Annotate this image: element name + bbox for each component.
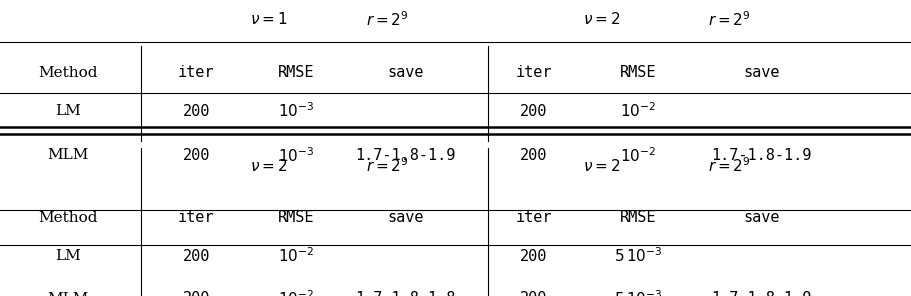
Text: $5\,10^{-3}$: $5\,10^{-3}$ [613, 247, 662, 266]
Text: 1.7-1.8-1.9: 1.7-1.8-1.9 [711, 148, 811, 163]
Text: $10^{-2}$: $10^{-2}$ [278, 289, 314, 296]
Text: $10^{-3}$: $10^{-3}$ [278, 102, 314, 120]
Text: save: save [742, 65, 779, 80]
Text: iter: iter [178, 210, 214, 225]
Text: $\nu = 2$: $\nu = 2$ [583, 158, 619, 174]
Text: MLM: MLM [47, 292, 89, 296]
Text: RMSE: RMSE [278, 210, 314, 225]
Text: LM: LM [56, 249, 81, 263]
Text: 200: 200 [182, 292, 210, 296]
Text: iter: iter [515, 65, 551, 80]
Text: Method: Method [38, 65, 98, 80]
Text: iter: iter [515, 210, 551, 225]
Text: RMSE: RMSE [619, 65, 656, 80]
Text: $\nu = 2$: $\nu = 2$ [583, 11, 619, 27]
Text: $10^{-3}$: $10^{-3}$ [278, 146, 314, 165]
Text: 200: 200 [519, 292, 547, 296]
Text: 200: 200 [182, 249, 210, 263]
Text: 200: 200 [519, 148, 547, 163]
Text: $\nu = 1$: $\nu = 1$ [250, 11, 288, 27]
Text: save: save [742, 210, 779, 225]
Text: 200: 200 [519, 249, 547, 263]
Text: $5\,10^{-3}$: $5\,10^{-3}$ [613, 289, 662, 296]
Text: RMSE: RMSE [278, 65, 314, 80]
Text: $10^{-2}$: $10^{-2}$ [619, 102, 656, 120]
Text: RMSE: RMSE [619, 210, 656, 225]
Text: 1.7-1.8-1.8: 1.7-1.8-1.8 [355, 292, 456, 296]
Text: $r = 2^9$: $r = 2^9$ [708, 156, 750, 175]
Text: $\nu = 2$: $\nu = 2$ [251, 158, 287, 174]
Text: 1.7-1.8-1.9: 1.7-1.8-1.9 [355, 148, 456, 163]
Text: 200: 200 [182, 148, 210, 163]
Text: 200: 200 [519, 104, 547, 118]
Text: $r = 2^9$: $r = 2^9$ [366, 10, 408, 29]
Text: $10^{-2}$: $10^{-2}$ [619, 146, 656, 165]
Text: 200: 200 [182, 104, 210, 118]
Text: $r = 2^9$: $r = 2^9$ [708, 10, 750, 29]
Text: save: save [387, 210, 424, 225]
Text: $10^{-2}$: $10^{-2}$ [278, 247, 314, 266]
Text: MLM: MLM [47, 148, 89, 163]
Text: LM: LM [56, 104, 81, 118]
Text: $r = 2^9$: $r = 2^9$ [366, 156, 408, 175]
Text: Method: Method [38, 210, 98, 225]
Text: iter: iter [178, 65, 214, 80]
Text: save: save [387, 65, 424, 80]
Text: 1.7-1.8-1.9: 1.7-1.8-1.9 [711, 292, 811, 296]
